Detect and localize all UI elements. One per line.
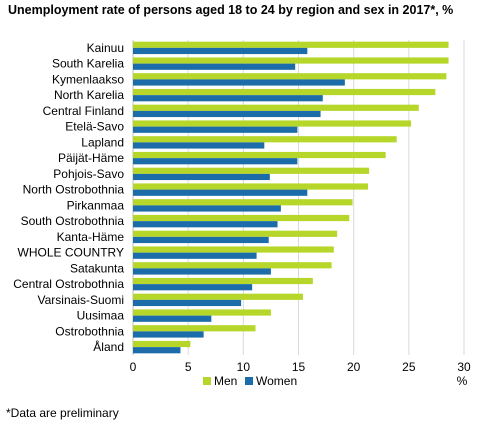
category-label: Varsinais-Suomi [38, 293, 124, 307]
bar-women [133, 347, 181, 354]
category-label: Pohjois-Savo [53, 167, 124, 181]
legend-label-women: Women [256, 374, 297, 388]
bar-men [133, 57, 449, 64]
bar-men [133, 277, 313, 285]
bar-men [133, 41, 449, 48]
x-tick-label: 0 [130, 360, 137, 374]
x-tick-label: 20 [347, 360, 361, 374]
bar-women [133, 158, 298, 165]
bar-women [133, 95, 323, 102]
bar-women [133, 315, 212, 322]
category-label: Ostrobothnia [55, 324, 124, 338]
bar-women [133, 189, 308, 196]
bar-men [133, 230, 338, 237]
category-label: Etelä-Savo [65, 120, 124, 134]
bar-men [133, 325, 256, 332]
bar-women [133, 173, 270, 181]
x-tick-label: 10 [237, 360, 251, 374]
bar-men [133, 199, 353, 206]
bar-men [133, 167, 370, 174]
category-label: Central Ostrobothnia [13, 277, 124, 291]
legend-swatch-men [203, 377, 211, 385]
bar-men [133, 73, 447, 80]
bar-women [133, 142, 265, 149]
legend-swatch-women [245, 377, 253, 385]
bar-women [133, 284, 253, 291]
chart-title: Unemployment rate of persons aged 18 to … [8, 3, 454, 17]
category-label: Lapland [81, 135, 124, 149]
bar-women [133, 63, 296, 70]
bar-women [133, 331, 204, 338]
bar-women [133, 236, 269, 244]
x-axis-label: % [457, 374, 468, 388]
category-label: North Karelia [54, 88, 124, 102]
x-tick-label: 25 [402, 360, 416, 374]
category-label: North Ostrobothnia [23, 183, 125, 197]
bar-women [133, 252, 257, 259]
bar-men [133, 246, 334, 253]
bar-men [133, 88, 436, 96]
bar-women [133, 268, 271, 275]
category-label: Pirkanmaa [67, 198, 125, 212]
bar-men [133, 340, 191, 348]
category-label: Satakunta [70, 261, 124, 275]
x-tick-label: 5 [185, 360, 192, 374]
bar-women [133, 205, 281, 212]
footnote: *Data are preliminary [6, 406, 119, 420]
bar-men [133, 309, 271, 316]
category-label: Central Finland [43, 104, 124, 118]
bar-men [133, 262, 332, 269]
bar-men [133, 136, 397, 143]
category-label: South Karelia [52, 57, 124, 71]
category-label: Åland [93, 339, 124, 354]
category-label: Päijät-Häme [58, 151, 124, 165]
bar-women [133, 221, 278, 228]
bar-men [133, 151, 386, 159]
category-label: South Ostrobothnia [21, 214, 125, 228]
bar-women [133, 79, 345, 86]
legend-label-men: Men [214, 374, 237, 388]
bar-women [133, 299, 242, 307]
bar-women [133, 47, 308, 55]
x-tick-label: 15 [292, 360, 306, 374]
bar-men [133, 183, 369, 190]
category-label: Kainuu [87, 41, 124, 55]
category-label: Kymenlaakso [52, 72, 124, 86]
x-tick-label: 30 [457, 360, 471, 374]
bar-men [133, 214, 350, 222]
category-label: Uusimaa [77, 309, 125, 323]
category-label: WHOLE COUNTRY [18, 246, 124, 260]
bar-men [133, 104, 419, 111]
category-label: Kanta-Häme [57, 230, 125, 244]
bar-women [133, 110, 321, 118]
bar-men [133, 120, 412, 127]
bar-men [133, 293, 303, 300]
bar-women [133, 126, 298, 133]
